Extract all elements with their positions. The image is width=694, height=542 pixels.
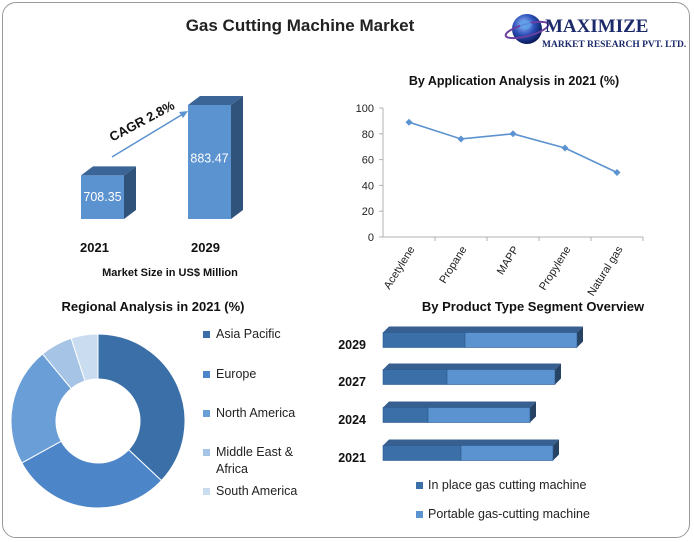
legend-swatch bbox=[203, 449, 210, 456]
x-tick-label: Propane bbox=[437, 244, 469, 286]
bar-top bbox=[383, 401, 536, 408]
application-point bbox=[509, 130, 517, 138]
x-tick-label: MAPP bbox=[495, 244, 522, 277]
legend-swatch bbox=[203, 488, 210, 495]
product-type-bar-segment bbox=[382, 445, 462, 461]
logo-tagline: MARKET RESEARCH PVT. LTD. bbox=[542, 40, 686, 50]
market-size-chart: 708.35 2021 883.47 2029 CAGR 2.8% Market Si… bbox=[80, 96, 243, 279]
application-point bbox=[457, 135, 465, 143]
logo-name: MAXIMIZE bbox=[545, 16, 648, 37]
legend-swatch bbox=[203, 371, 210, 378]
bar-top bbox=[81, 166, 136, 176]
legend-label: Europe bbox=[216, 367, 256, 381]
donut-slice bbox=[70, 333, 99, 382]
x-tick-label: Natural gas bbox=[586, 244, 626, 298]
application-chart-title: By Application Analysis in 2021 (%) bbox=[409, 74, 619, 88]
product-type-bar-segment bbox=[382, 332, 466, 348]
legend-label: Asia Pacific bbox=[216, 327, 281, 341]
application-chart: By Application Analysis in 2021 (%) 0 20 4… bbox=[356, 74, 644, 298]
legend-swatch bbox=[203, 331, 210, 338]
product-category-label: 2024 bbox=[338, 413, 366, 427]
legend-label: In place gas cutting machine bbox=[428, 478, 586, 492]
product-category-label: 2029 bbox=[338, 338, 366, 352]
product-type-bar-segment bbox=[427, 407, 531, 423]
donut-slice bbox=[97, 333, 186, 482]
bar-category-label: 2029 bbox=[191, 240, 220, 255]
product-type-bar-segment bbox=[382, 407, 429, 423]
product-category-label: 2021 bbox=[338, 451, 366, 465]
product-type-bar-segment bbox=[460, 445, 554, 461]
bar-side bbox=[555, 363, 561, 385]
legend-label: South America bbox=[216, 484, 297, 498]
logo: MAXIMIZE MARKET RESEARCH PVT. LTD. bbox=[504, 14, 686, 50]
bar-side bbox=[577, 326, 583, 348]
application-point bbox=[561, 144, 569, 152]
bar-side bbox=[124, 166, 136, 219]
legend-label: Middle East & Africa bbox=[216, 445, 294, 476]
legend-swatch bbox=[416, 482, 423, 489]
bar-value-label: 708.35 bbox=[83, 190, 121, 204]
regional-chart: Regional Analysis in 2021 (%) Asia Pacif… bbox=[10, 299, 297, 509]
application-point bbox=[405, 118, 413, 126]
bar-category-label: 2021 bbox=[80, 240, 109, 255]
application-series-line bbox=[408, 121, 618, 174]
product-category-label: 2027 bbox=[338, 375, 366, 389]
x-tick-label: Propylene bbox=[537, 244, 573, 292]
bar-top bbox=[383, 326, 583, 333]
y-tick-label: 0 bbox=[368, 232, 374, 244]
product-type-bar-segment bbox=[382, 369, 448, 385]
product-type-legend: In place gas cutting machine Portable gas… bbox=[416, 478, 590, 521]
product-type-chart-title: By Product Type Segment Overview bbox=[422, 299, 645, 314]
cagr-arrow bbox=[111, 111, 188, 158]
x-tick-label: Acetylene bbox=[382, 244, 418, 291]
regional-chart-title: Regional Analysis in 2021 (%) bbox=[61, 299, 244, 314]
donut-slice bbox=[10, 353, 72, 464]
cagr-label: CAGR 2.8% bbox=[107, 97, 178, 144]
y-tick-label: 40 bbox=[362, 180, 374, 192]
product-type-chart: By Product Type Segment Overview 2029202… bbox=[338, 299, 645, 521]
page-title: Gas Cutting Machine Market bbox=[186, 16, 415, 35]
donut-slice bbox=[21, 440, 163, 509]
legend-swatch bbox=[416, 511, 423, 518]
legend-label: Portable gas-cutting machine bbox=[428, 507, 590, 521]
market-size-bars: 708.35 2021 883.47 2029 bbox=[80, 96, 243, 255]
product-type-bar-segment bbox=[446, 369, 556, 385]
bar-side bbox=[553, 439, 559, 461]
bar-top bbox=[383, 363, 561, 370]
bar-side bbox=[231, 96, 243, 219]
globe-icon bbox=[504, 14, 550, 44]
application-point bbox=[613, 169, 621, 176]
y-tick-label: 100 bbox=[356, 103, 374, 115]
regional-legend: Asia Pacific Europe North America Middle Ea… bbox=[203, 327, 297, 498]
legend-label: North America bbox=[216, 406, 295, 420]
market-size-bar bbox=[81, 175, 124, 219]
y-tick-label: 60 bbox=[362, 155, 374, 167]
y-tick-label: 80 bbox=[362, 129, 374, 141]
application-plot bbox=[405, 118, 621, 176]
bar-top bbox=[383, 439, 559, 446]
product-type-bar-segment bbox=[464, 332, 578, 348]
product-type-bars: 2029 2027 2024 2021 bbox=[338, 326, 583, 465]
bar-value-label: 883.47 bbox=[190, 151, 228, 165]
market-size-bar bbox=[188, 105, 231, 219]
bar-top bbox=[188, 96, 243, 105]
market-size-xlabel: Market Size in US$ Million bbox=[102, 267, 238, 279]
regional-donut bbox=[10, 333, 186, 509]
legend-swatch bbox=[203, 410, 210, 417]
application-axes: 0 20 40 60 80 100 Acetylene Propane MAPP Propylen… bbox=[356, 103, 644, 298]
y-tick-label: 20 bbox=[362, 206, 374, 218]
bar-side bbox=[530, 401, 536, 423]
